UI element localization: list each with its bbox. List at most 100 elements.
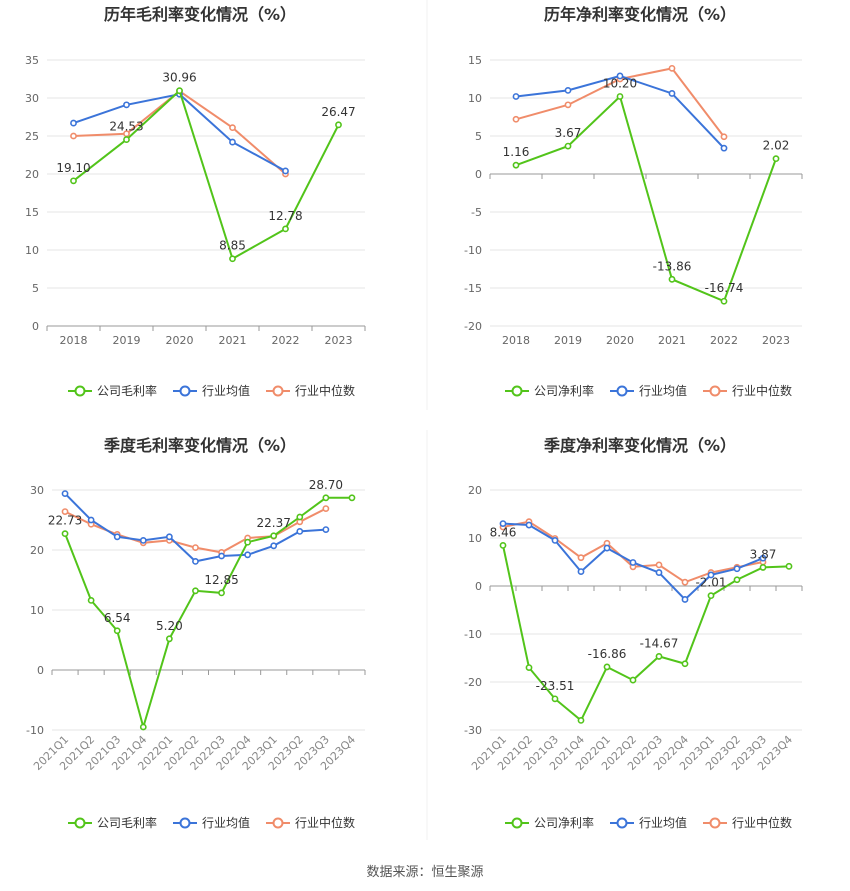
legend-marker <box>272 817 284 829</box>
x-tick-label: 2023 <box>325 334 353 347</box>
legend-marker <box>511 385 523 397</box>
data-label: -14.67 <box>640 636 679 650</box>
legend-label: 公司净利率 <box>534 383 594 398</box>
chart-title: 历年净利率变化情况（%） <box>544 5 736 24</box>
data-label: 8.85 <box>219 239 246 253</box>
y-tick-label: 20 <box>25 168 39 181</box>
data-label: 12.85 <box>204 573 238 587</box>
data-point-company <box>603 663 611 671</box>
quarterly-gross-margin-chart: 季度毛利率变化情况（%）-1001020302021Q12021Q22021Q3… <box>26 436 366 830</box>
data-label: 30.96 <box>162 71 196 85</box>
y-tick-label: 10 <box>468 532 482 545</box>
x-tick-label: 2018 <box>502 334 530 347</box>
legend-marker <box>709 817 721 829</box>
y-tick-label: 25 <box>25 130 39 143</box>
data-point-industry-median <box>655 561 663 569</box>
data-point-industry-avg <box>123 101 130 109</box>
legend-label: 行业中位数 <box>732 815 792 830</box>
data-point-industry-avg <box>551 537 559 544</box>
legend-item-industry-avg: 行业均值 <box>610 815 687 830</box>
y-tick-label: 15 <box>25 206 39 219</box>
data-point-company <box>229 255 236 263</box>
data-label: 19.10 <box>56 161 90 175</box>
legend-item-industry-median: 行业中位数 <box>266 383 355 398</box>
data-label: 8.46 <box>490 525 517 539</box>
legend-item-company: 公司毛利率 <box>68 383 157 398</box>
data-label: 6.54 <box>104 611 131 625</box>
legend-label: 行业均值 <box>202 383 250 398</box>
legend-marker <box>74 385 86 397</box>
series-line-industry-median <box>73 89 287 175</box>
data-point-industry-median <box>61 508 69 515</box>
data-point-industry-avg <box>282 167 289 175</box>
data-point-company <box>551 695 559 703</box>
data-label: 2.02 <box>763 139 790 153</box>
chart-title: 季度净利率变化情况（%） <box>543 436 736 455</box>
data-point-industry-avg <box>733 565 741 573</box>
y-tick-label: -15 <box>464 282 482 295</box>
data-point-company <box>616 93 624 100</box>
data-label: 22.37 <box>257 516 291 530</box>
y-tick-label: 0 <box>475 580 482 593</box>
legend-marker <box>511 817 523 829</box>
data-point-company <box>139 723 147 731</box>
data-point-company <box>70 177 77 185</box>
series-line-industry-median <box>502 520 764 584</box>
data-point-industry-median <box>720 133 728 141</box>
legend-item-industry-avg: 行业均值 <box>610 383 687 398</box>
data-point-industry-median <box>668 64 676 72</box>
series-line-company <box>515 94 777 303</box>
data-point-company <box>113 627 121 635</box>
data-point-industry-median <box>512 115 520 123</box>
quarterly-net-margin-chart: 季度净利率变化情况（%）-30-20-10010202021Q12021Q220… <box>464 436 803 830</box>
data-label: -13.86 <box>653 259 692 273</box>
x-tick-label: 2022 <box>272 334 300 347</box>
data-point-company <box>218 589 225 597</box>
data-point-company <box>244 538 252 546</box>
data-point-industry-avg <box>270 542 278 550</box>
y-tick-label: 10 <box>25 244 39 257</box>
y-tick-label: -10 <box>464 628 482 641</box>
legend-label: 行业中位数 <box>295 815 355 830</box>
chart-title: 历年毛利率变化情况（%） <box>104 5 296 24</box>
data-point-company <box>655 653 663 660</box>
annual-gross-margin-chart: 历年毛利率变化情况（%） 0 5 10 15 20 25 30 35 2018 2019 2020 20… <box>25 5 366 398</box>
legend-label: 行业均值 <box>639 383 687 398</box>
data-point-industry-avg <box>61 490 69 497</box>
y-tick-label: 35 <box>25 54 39 67</box>
data-point-company <box>564 142 572 150</box>
data-point-industry-avg <box>218 552 225 560</box>
y-tick-label: 5 <box>475 130 482 143</box>
data-label: 3.67 <box>555 126 582 140</box>
data-point-company <box>282 225 289 233</box>
x-tick-label: 2021 <box>658 334 686 347</box>
data-label: 26.47 <box>321 105 355 119</box>
data-label: -16.74 <box>705 281 744 295</box>
legend-label: 行业均值 <box>639 815 687 830</box>
data-point-industry-avg <box>499 520 507 527</box>
data-point-industry-avg <box>192 558 199 565</box>
data-point-industry-avg <box>720 144 728 152</box>
data-point-company <box>499 541 507 549</box>
legend-label: 公司毛利率 <box>97 815 157 830</box>
y-tick-label: -20 <box>464 320 482 333</box>
data-point-industry-median <box>564 101 572 109</box>
legend-item-industry-avg: 行业均值 <box>173 815 250 830</box>
legend-marker <box>179 817 191 829</box>
legend-item-industry-median: 行业中位数 <box>266 815 355 830</box>
y-tick-label: 10 <box>30 604 44 617</box>
x-tick-label: 2022 <box>710 334 738 347</box>
series-line-company <box>502 545 790 722</box>
y-tick-label: -10 <box>464 244 482 257</box>
x-tick-label: 2018 <box>60 334 88 347</box>
y-tick-label: -5 <box>471 206 482 219</box>
legend-item-company: 公司毛利率 <box>68 815 157 830</box>
data-point-company <box>335 121 342 129</box>
y-tick-label: 0 <box>32 320 39 333</box>
data-point-company <box>192 587 199 595</box>
data-label: 12.78 <box>268 209 302 223</box>
data-point-industry-median <box>322 505 330 512</box>
data-label: 10.20 <box>603 76 637 90</box>
annual-net-margin-chart: 历年净利率变化情况（%） -20 -15 -10 -5 0 5 10 15 2018 2019 202… <box>464 5 803 398</box>
